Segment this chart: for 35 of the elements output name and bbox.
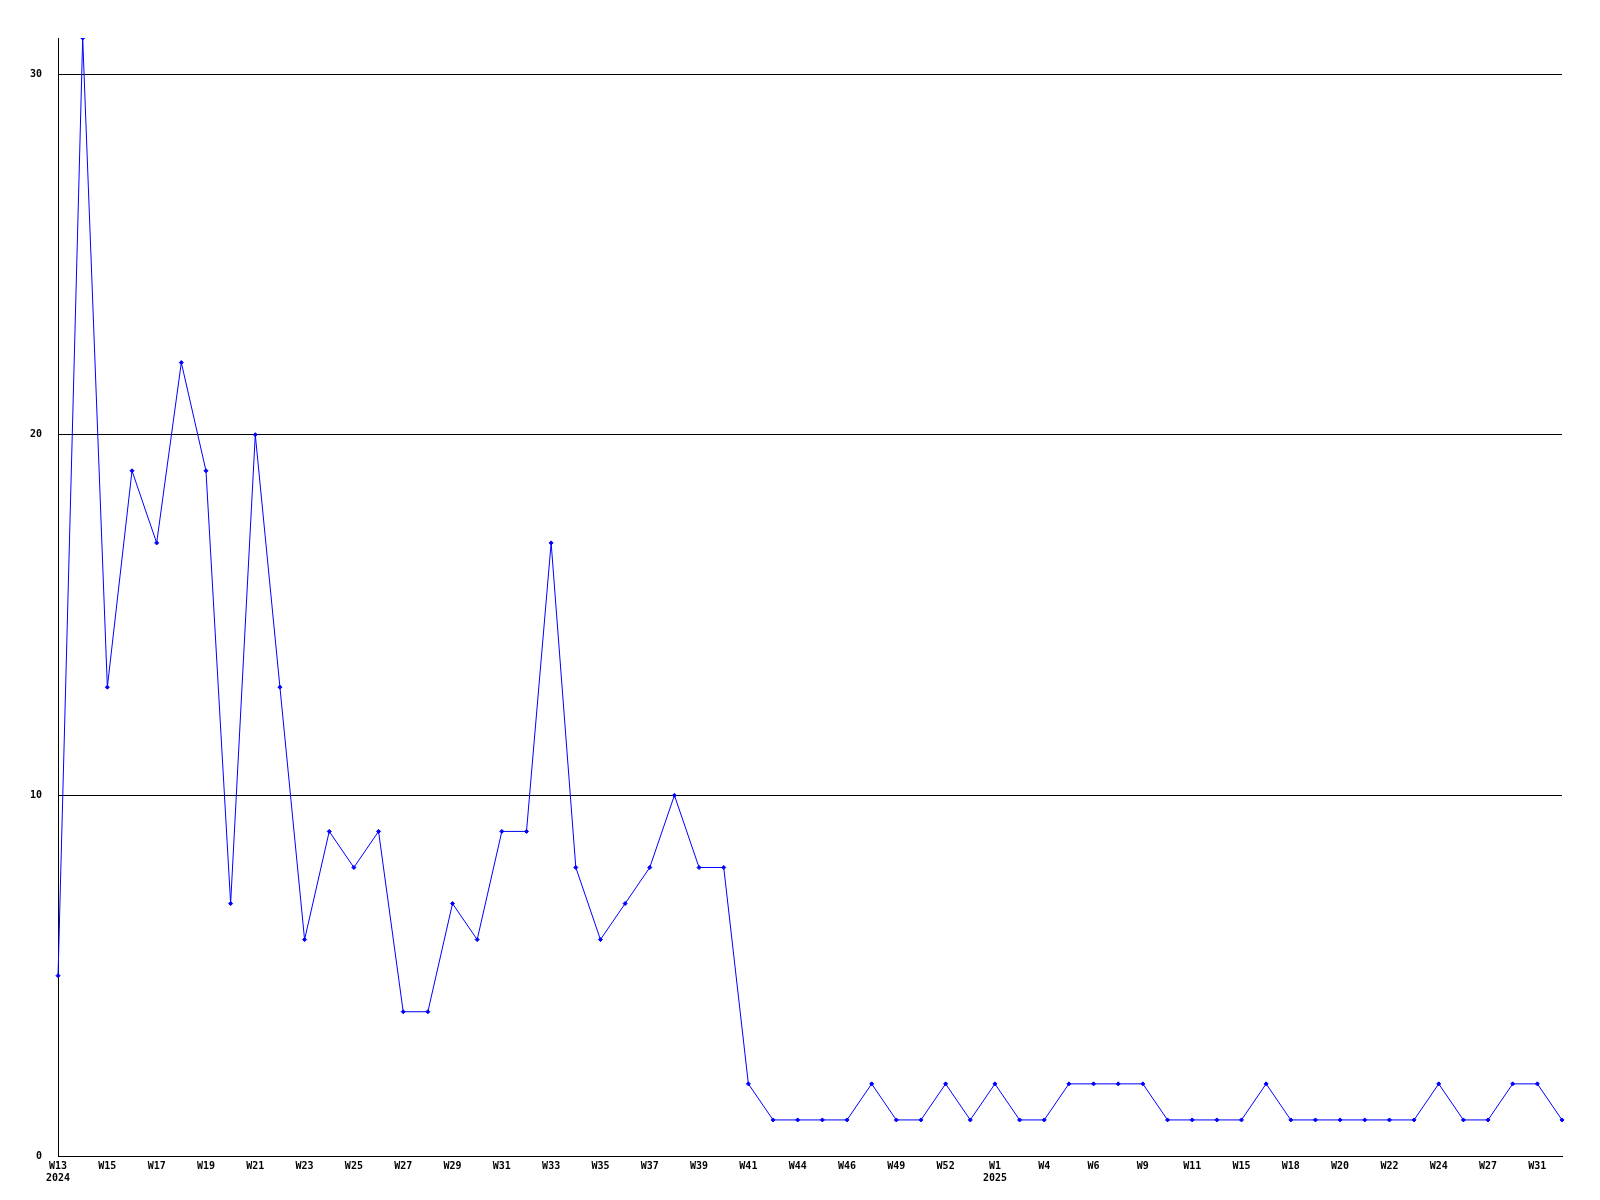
x-tick-label: W23 [295, 1159, 314, 1171]
x-tick-label: W11 [1183, 1159, 1202, 1171]
x-tick-label: W4 [1038, 1159, 1051, 1171]
y-tick-label: 10 [29, 788, 43, 800]
x-tick-label: W31 [492, 1159, 511, 1171]
x-tick-label: W41 [739, 1159, 758, 1171]
y-tick-label: 20 [29, 428, 43, 440]
x-tick-label: W13 2024 [45, 1159, 71, 1183]
y-tick-label: 30 [29, 67, 43, 79]
x-tick-label: W52 [936, 1159, 955, 1171]
x-tick-label: W46 [837, 1159, 857, 1171]
x-tick-label: W27 [1479, 1159, 1498, 1171]
x-tick-label: W24 [1429, 1159, 1448, 1171]
x-tick-label: W9 [1136, 1159, 1149, 1171]
y-tick-label: 0 [36, 1149, 43, 1161]
x-tick-label: W31 [1528, 1159, 1547, 1171]
x-tick-label: W21 [246, 1159, 265, 1171]
x-tick-label: W17 [147, 1159, 166, 1171]
x-tick-label: W6 [1087, 1159, 1100, 1171]
x-tick-label: W18 [1281, 1159, 1300, 1171]
x-tick-label: W37 [640, 1159, 659, 1171]
x-tick-label: W39 [690, 1159, 709, 1171]
x-tick-label: W15 [1232, 1159, 1251, 1171]
x-tick-label: W19 [196, 1159, 215, 1171]
x-tick-label: W44 [788, 1159, 807, 1171]
x-tick-label: W33 [542, 1159, 561, 1171]
x-tick-label: W25 [344, 1159, 363, 1171]
x-tick-label: W29 [443, 1159, 462, 1171]
x-tick-label: W35 [591, 1159, 610, 1171]
x-tick-label: W49 [887, 1159, 906, 1171]
x-tick-label: W20 [1331, 1159, 1350, 1171]
x-tick-label: W22 [1380, 1159, 1399, 1171]
x-tick-label: W15 [98, 1159, 117, 1171]
x-tick-label: W1 2025 [982, 1159, 1007, 1183]
x-tick-label: W27 [394, 1159, 413, 1171]
